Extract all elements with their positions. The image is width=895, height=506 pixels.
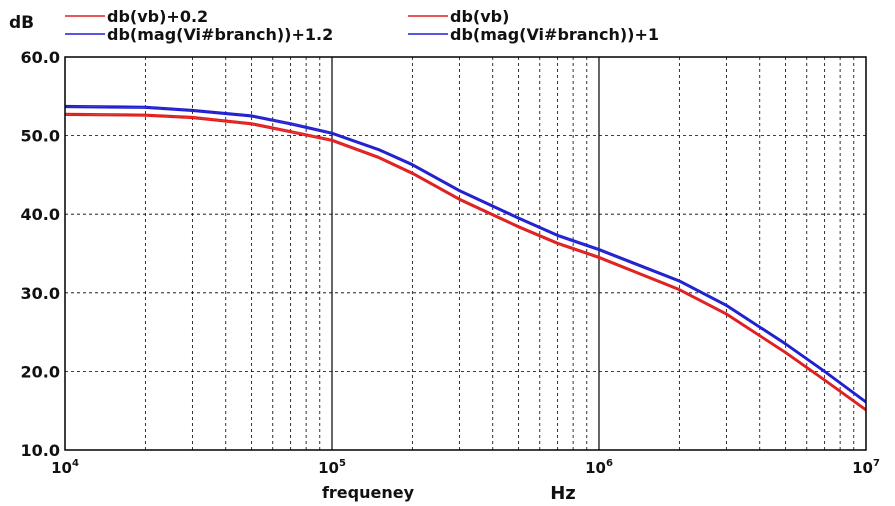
y-tick-labels: 10.0 20.0 30.0 40.0 50.0 60.0 xyxy=(21,48,60,460)
series-lines xyxy=(64,104,867,412)
y-axis-label: dB xyxy=(9,13,34,33)
series-line-db-vb- xyxy=(64,114,867,412)
y-tick-label: 20.0 xyxy=(21,362,60,381)
y-tick-label: 40.0 xyxy=(21,205,60,224)
x-tick-base: 10 xyxy=(852,459,873,477)
x-tick-exponent: 5 xyxy=(339,458,346,469)
x-tick-base: 10 xyxy=(318,459,339,477)
x-tick-exponent: 4 xyxy=(72,458,79,469)
plot-border xyxy=(64,56,867,451)
x-tick-exponent: 7 xyxy=(873,458,880,469)
x-tick-base: 10 xyxy=(51,459,72,477)
y-tick-label: 30.0 xyxy=(21,284,60,303)
legend-label: db(vb) xyxy=(450,7,509,26)
legend-label: db(vb)+0.2 xyxy=(107,7,208,26)
x-tick-label: 106 xyxy=(585,458,613,477)
y-tick-label: 10.0 xyxy=(21,441,60,460)
x-tick-label: 104 xyxy=(51,458,79,477)
x-tick-labels: 104 105 106 107 xyxy=(51,458,880,477)
series-line-db-vb-0-2 xyxy=(64,112,867,410)
legend: db(vb)+0.2 db(vb) db(mag(Vi#branch))+1.2 db… xyxy=(65,7,659,44)
x-tick-base: 10 xyxy=(585,459,606,477)
x-tick-exponent: 6 xyxy=(606,458,613,469)
y-tick-label: 60.0 xyxy=(21,48,60,67)
legend-label: db(mag(Vi#branch))+1.2 xyxy=(107,25,333,44)
x-axis-unit: Hz xyxy=(550,483,576,504)
x-tick-label: 105 xyxy=(318,458,346,477)
legend-label: db(mag(Vi#branch))+1 xyxy=(450,25,659,44)
series-line-db-mag-vi-branch-1 xyxy=(64,106,867,404)
y-tick-label: 50.0 xyxy=(21,127,60,146)
grid xyxy=(65,57,866,450)
series-line-db-mag-vi-branch-1-2 xyxy=(64,104,867,402)
x-tick-label: 107 xyxy=(852,458,880,477)
x-axis-label: frequeney xyxy=(322,483,415,502)
